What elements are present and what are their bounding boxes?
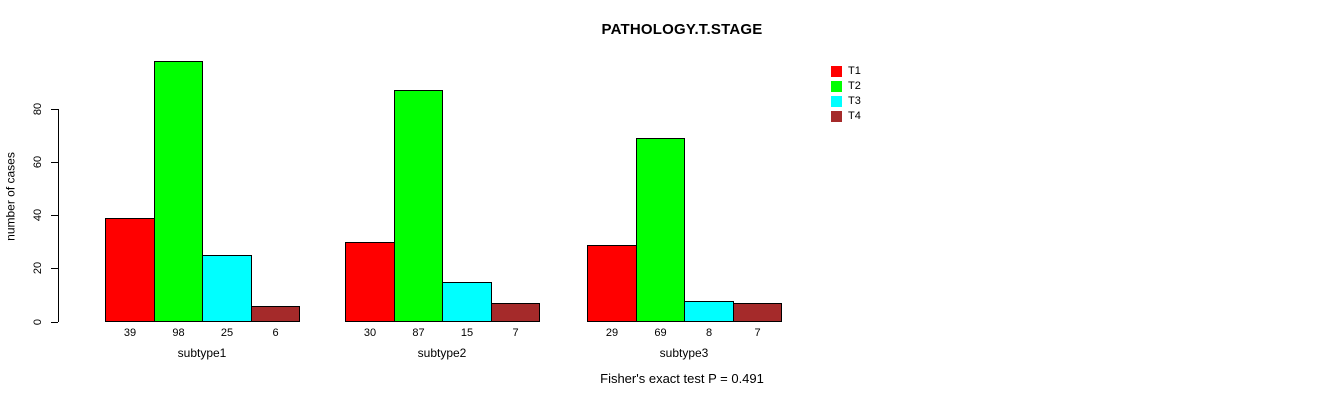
bar-T4-subtype1 [251, 306, 300, 322]
bar-T1-subtype1 [105, 218, 155, 322]
legend-swatch-T1 [831, 66, 842, 77]
y-tick-label: 40 [32, 208, 44, 222]
bar-T4-subtype2 [491, 303, 540, 322]
bar-T3-subtype3 [684, 301, 734, 322]
bar-value-label-T4-subtype3: 7 [754, 327, 761, 339]
bar-value-label-T1-subtype3: 29 [605, 327, 619, 339]
legend-label-T2: T2 [848, 80, 861, 92]
legend-swatch-T3 [831, 96, 842, 107]
legend-row-T2: T2 [831, 79, 861, 94]
legend-swatch-T4 [831, 111, 842, 122]
bar-value-label-T4-subtype2: 7 [512, 327, 519, 339]
bar-T1-subtype2 [345, 242, 395, 322]
category-label-subtype3: subtype3 [659, 346, 709, 360]
y-tick-label: 60 [32, 155, 44, 169]
y-axis-line [58, 109, 59, 322]
category-label-subtype2: subtype2 [417, 346, 467, 360]
fisher-test-annotation: Fisher's exact test P = 0.491 [600, 371, 764, 386]
legend-label-T4: T4 [848, 110, 861, 122]
bar-value-label-T2-subtype3: 69 [654, 327, 667, 339]
bar-value-label-T2-subtype1: 98 [172, 327, 185, 339]
bar-T3-subtype2 [442, 282, 492, 322]
category-label-subtype1: subtype1 [177, 346, 227, 360]
y-tick-label: 0 [32, 318, 44, 326]
legend-row-T4: T4 [831, 109, 861, 124]
bar-value-label-T1-subtype2: 30 [363, 327, 377, 339]
bar-value-label-T4-subtype1: 6 [272, 327, 279, 339]
y-tick-mark [51, 109, 58, 110]
legend-row-T1: T1 [831, 64, 861, 79]
y-axis-label: number of cases [3, 152, 18, 241]
chart-title: PATHOLOGY.T.STAGE [601, 21, 763, 38]
y-tick-mark [51, 322, 58, 323]
bar-T2-subtype1 [154, 61, 203, 322]
bar-value-label-T3-subtype1: 25 [220, 327, 234, 339]
bar-T1-subtype3 [587, 245, 637, 322]
bar-value-label-T1-subtype1: 39 [123, 327, 137, 339]
y-tick-label: 80 [32, 102, 44, 116]
y-tick-mark [51, 162, 58, 163]
bar-value-label-T3-subtype3: 8 [705, 327, 713, 339]
bar-T3-subtype1 [202, 255, 252, 322]
bar-value-label-T3-subtype2: 15 [460, 327, 474, 339]
y-tick-mark [51, 268, 58, 269]
bar-value-label-T2-subtype2: 87 [412, 327, 425, 339]
legend-label-T3: T3 [848, 95, 861, 107]
bar-T2-subtype3 [636, 138, 685, 322]
legend-row-T3: T3 [831, 94, 861, 109]
bar-T2-subtype2 [394, 90, 443, 322]
y-tick-label: 20 [32, 261, 44, 275]
bar-T4-subtype3 [733, 303, 782, 322]
legend: T1 T2 T3 T4 [831, 64, 861, 124]
legend-swatch-T2 [831, 81, 842, 92]
legend-label-T1: T1 [848, 65, 861, 77]
y-tick-mark [51, 215, 58, 216]
